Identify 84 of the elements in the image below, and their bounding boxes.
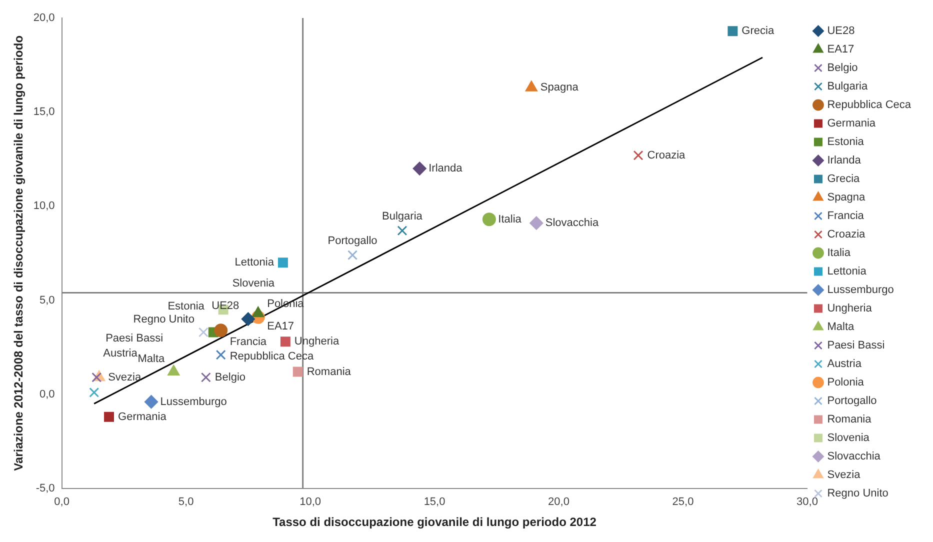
text: Estonia xyxy=(168,300,204,312)
y-tick-label: 5,0 xyxy=(40,294,55,306)
point xyxy=(104,412,114,422)
legend-label: Regno Unito xyxy=(827,488,888,500)
point xyxy=(241,312,255,326)
text: Irlanda xyxy=(428,162,462,175)
point xyxy=(252,306,264,318)
text: Slovenia xyxy=(232,278,275,290)
x-axis-title: Tasso di disoccupazione giovanile di lungo periodo 2012 xyxy=(272,515,597,530)
point xyxy=(530,216,544,230)
y-axis-title: Variazione 2012-2008 del tasso di disoccupazione giovanile di lungo periodo xyxy=(12,35,26,471)
text: Paesi Bassi xyxy=(106,332,164,344)
point xyxy=(92,372,102,382)
x-tick-label: 30,0 xyxy=(796,496,818,508)
point xyxy=(633,150,644,160)
legend-label: Lussemburgo xyxy=(827,284,894,296)
y-tick-label: 10,0 xyxy=(33,200,55,212)
y-tick-label: 15,0 xyxy=(33,106,55,118)
x-tick-label: 10,0 xyxy=(300,496,321,508)
legend-label: Slovacchia xyxy=(827,450,882,463)
legend-label: Malta xyxy=(827,321,856,334)
legend-label: Estonia xyxy=(827,136,865,148)
legend-label: EA17 xyxy=(827,44,854,56)
point xyxy=(292,366,303,377)
text: Croazia xyxy=(647,149,686,162)
legend-label: Grecia xyxy=(827,173,861,186)
legend-label: Polonia xyxy=(827,376,865,389)
legend-label: UE28 xyxy=(827,25,855,38)
text: Belgio xyxy=(214,371,246,384)
y-tick-label: 0,0 xyxy=(40,388,55,400)
legend-label: Austria xyxy=(827,358,862,370)
point xyxy=(214,324,228,338)
y-tick-label: -5,0 xyxy=(36,482,55,494)
point xyxy=(280,336,290,347)
point xyxy=(278,258,288,268)
text: Portogallo xyxy=(328,235,378,248)
text: Lussemburgo xyxy=(160,396,227,408)
legend-label: Irlanda xyxy=(827,154,862,167)
legend-label: Spagna xyxy=(827,192,866,204)
y-tick-label: 20,0 xyxy=(33,12,55,24)
text: Francia xyxy=(230,336,267,348)
text: Svezia xyxy=(108,371,142,384)
legend-label: Repubblica Ceca xyxy=(827,99,912,112)
text: Slovacchia xyxy=(545,217,599,230)
point xyxy=(482,212,496,226)
text: Austria xyxy=(103,347,138,360)
point xyxy=(412,162,426,176)
text: UE28 xyxy=(212,300,240,312)
point xyxy=(348,250,358,260)
x-tick-label: 5,0 xyxy=(178,496,194,508)
x-tick-label: 20,0 xyxy=(548,496,570,508)
point xyxy=(144,395,158,409)
legend-label: Ungheria xyxy=(827,302,873,315)
x-tick-label: 0,0 xyxy=(54,496,70,508)
point xyxy=(728,26,738,36)
text: Regno Unito xyxy=(133,313,194,326)
text: Malta xyxy=(138,352,165,365)
legend-label: Paesi Bassi xyxy=(827,340,885,352)
legend-label: Francia xyxy=(827,210,865,222)
legend-label: Slovenia xyxy=(827,432,870,444)
legend-label: Portogallo xyxy=(827,395,877,408)
x-tick-label: 15,0 xyxy=(424,496,446,508)
text: EA17 xyxy=(267,320,294,332)
text: Germania xyxy=(118,410,166,423)
point xyxy=(198,327,208,338)
point xyxy=(89,387,100,398)
legend-label: Italia xyxy=(827,247,852,260)
text: Grecia xyxy=(742,25,774,38)
text: Bulgaria xyxy=(382,210,422,223)
legend-label: Bulgaria xyxy=(827,80,868,93)
legend-label: Romania xyxy=(827,414,872,426)
legend-label: Belgio xyxy=(827,62,858,74)
legend-label: Svezia xyxy=(827,469,862,482)
text: Lettonia xyxy=(234,256,274,269)
legend-label: Croazia xyxy=(827,228,866,241)
text: Italia xyxy=(498,213,522,226)
point xyxy=(397,226,408,236)
point xyxy=(216,350,226,360)
point xyxy=(200,372,211,382)
legend-label: Lettonia xyxy=(827,266,868,278)
text: Romania xyxy=(306,366,351,378)
text: Spagna xyxy=(540,82,578,94)
x-tick-label: 25,0 xyxy=(672,496,694,508)
legend-label: Germania xyxy=(827,118,876,130)
